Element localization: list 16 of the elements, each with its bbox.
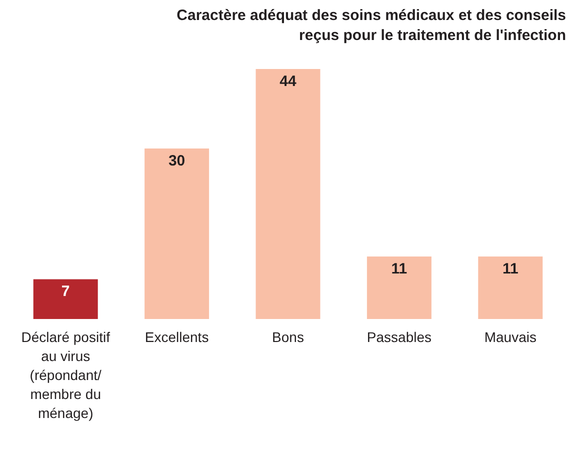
x-tick-label: Mauvais	[484, 329, 536, 345]
bar	[366, 256, 432, 319]
x-tick-label: Excellents	[144, 329, 209, 345]
data-label: 7	[61, 283, 70, 300]
x-tick-label: Bons	[272, 329, 304, 345]
data-label: 44	[280, 73, 297, 90]
bar	[33, 279, 98, 319]
data-label: 11	[502, 260, 518, 278]
bar	[256, 69, 320, 319]
chart-title: Caractère adéquat des soins médicaux et des conseils reçus pour le traitement de l'infection	[176, 7, 566, 44]
x-tick-label: Passables	[366, 329, 432, 345]
data-label: 30	[168, 152, 186, 170]
bar	[478, 256, 543, 319]
data-label: 11	[391, 260, 408, 278]
bar	[144, 148, 210, 319]
x-tick-label: Déclaré positif au virus (répondant/ membre du ménage)	[21, 329, 110, 421]
